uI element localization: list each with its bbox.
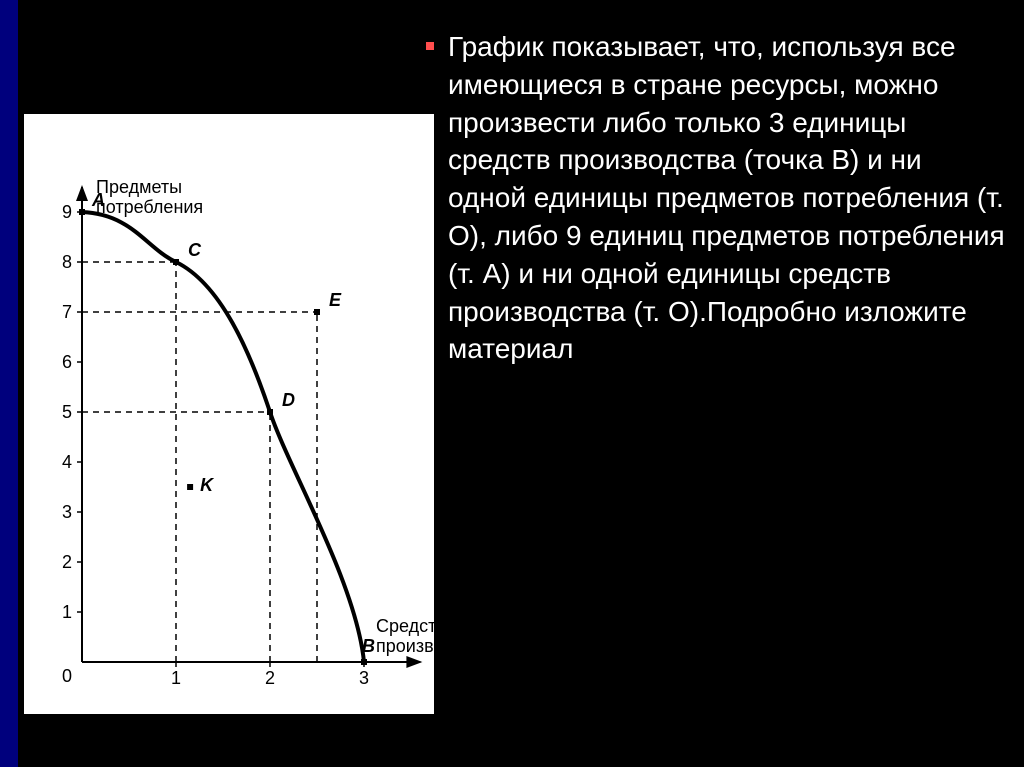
svg-text:3: 3 xyxy=(62,502,72,522)
svg-text:7: 7 xyxy=(62,302,72,322)
svg-text:0: 0 xyxy=(62,666,72,686)
svg-text:5: 5 xyxy=(62,402,72,422)
svg-text:6: 6 xyxy=(62,352,72,372)
svg-text:A: A xyxy=(91,190,105,210)
svg-text:1: 1 xyxy=(62,602,72,622)
svg-text:2: 2 xyxy=(265,668,275,688)
svg-text:K: K xyxy=(200,475,215,495)
svg-text:Средства: Средства xyxy=(376,616,434,636)
paragraph-block: График показывает, что, используя все им… xyxy=(448,28,1006,368)
paragraph-text: График показывает, что, используя все им… xyxy=(448,31,1005,364)
ppf-chart: 1 2 3 4 5 6 7 8 9 0 1 2 3 Предметыпотребления Средства… xyxy=(24,114,434,714)
svg-text:8: 8 xyxy=(62,252,72,272)
svg-text:D: D xyxy=(282,390,295,410)
bullet-icon xyxy=(426,42,434,50)
svg-text:B: B xyxy=(362,636,375,656)
svg-text:4: 4 xyxy=(62,452,72,472)
explanation-text: График показывает, что, используя все им… xyxy=(448,28,1006,368)
side-accent-bar xyxy=(0,0,18,767)
svg-text:Предметы: Предметы xyxy=(96,177,182,197)
svg-text:E: E xyxy=(329,290,342,310)
svg-text:потребления: потребления xyxy=(96,197,203,217)
ppf-chart-panel: 1 2 3 4 5 6 7 8 9 0 1 2 3 Предметыпотребления Средства… xyxy=(24,114,434,714)
svg-text:3: 3 xyxy=(359,668,369,688)
svg-text:C: C xyxy=(188,240,202,260)
svg-text:2: 2 xyxy=(62,552,72,572)
svg-text:1: 1 xyxy=(171,668,181,688)
svg-text:производства: производства xyxy=(376,636,434,656)
svg-text:9: 9 xyxy=(62,202,72,222)
